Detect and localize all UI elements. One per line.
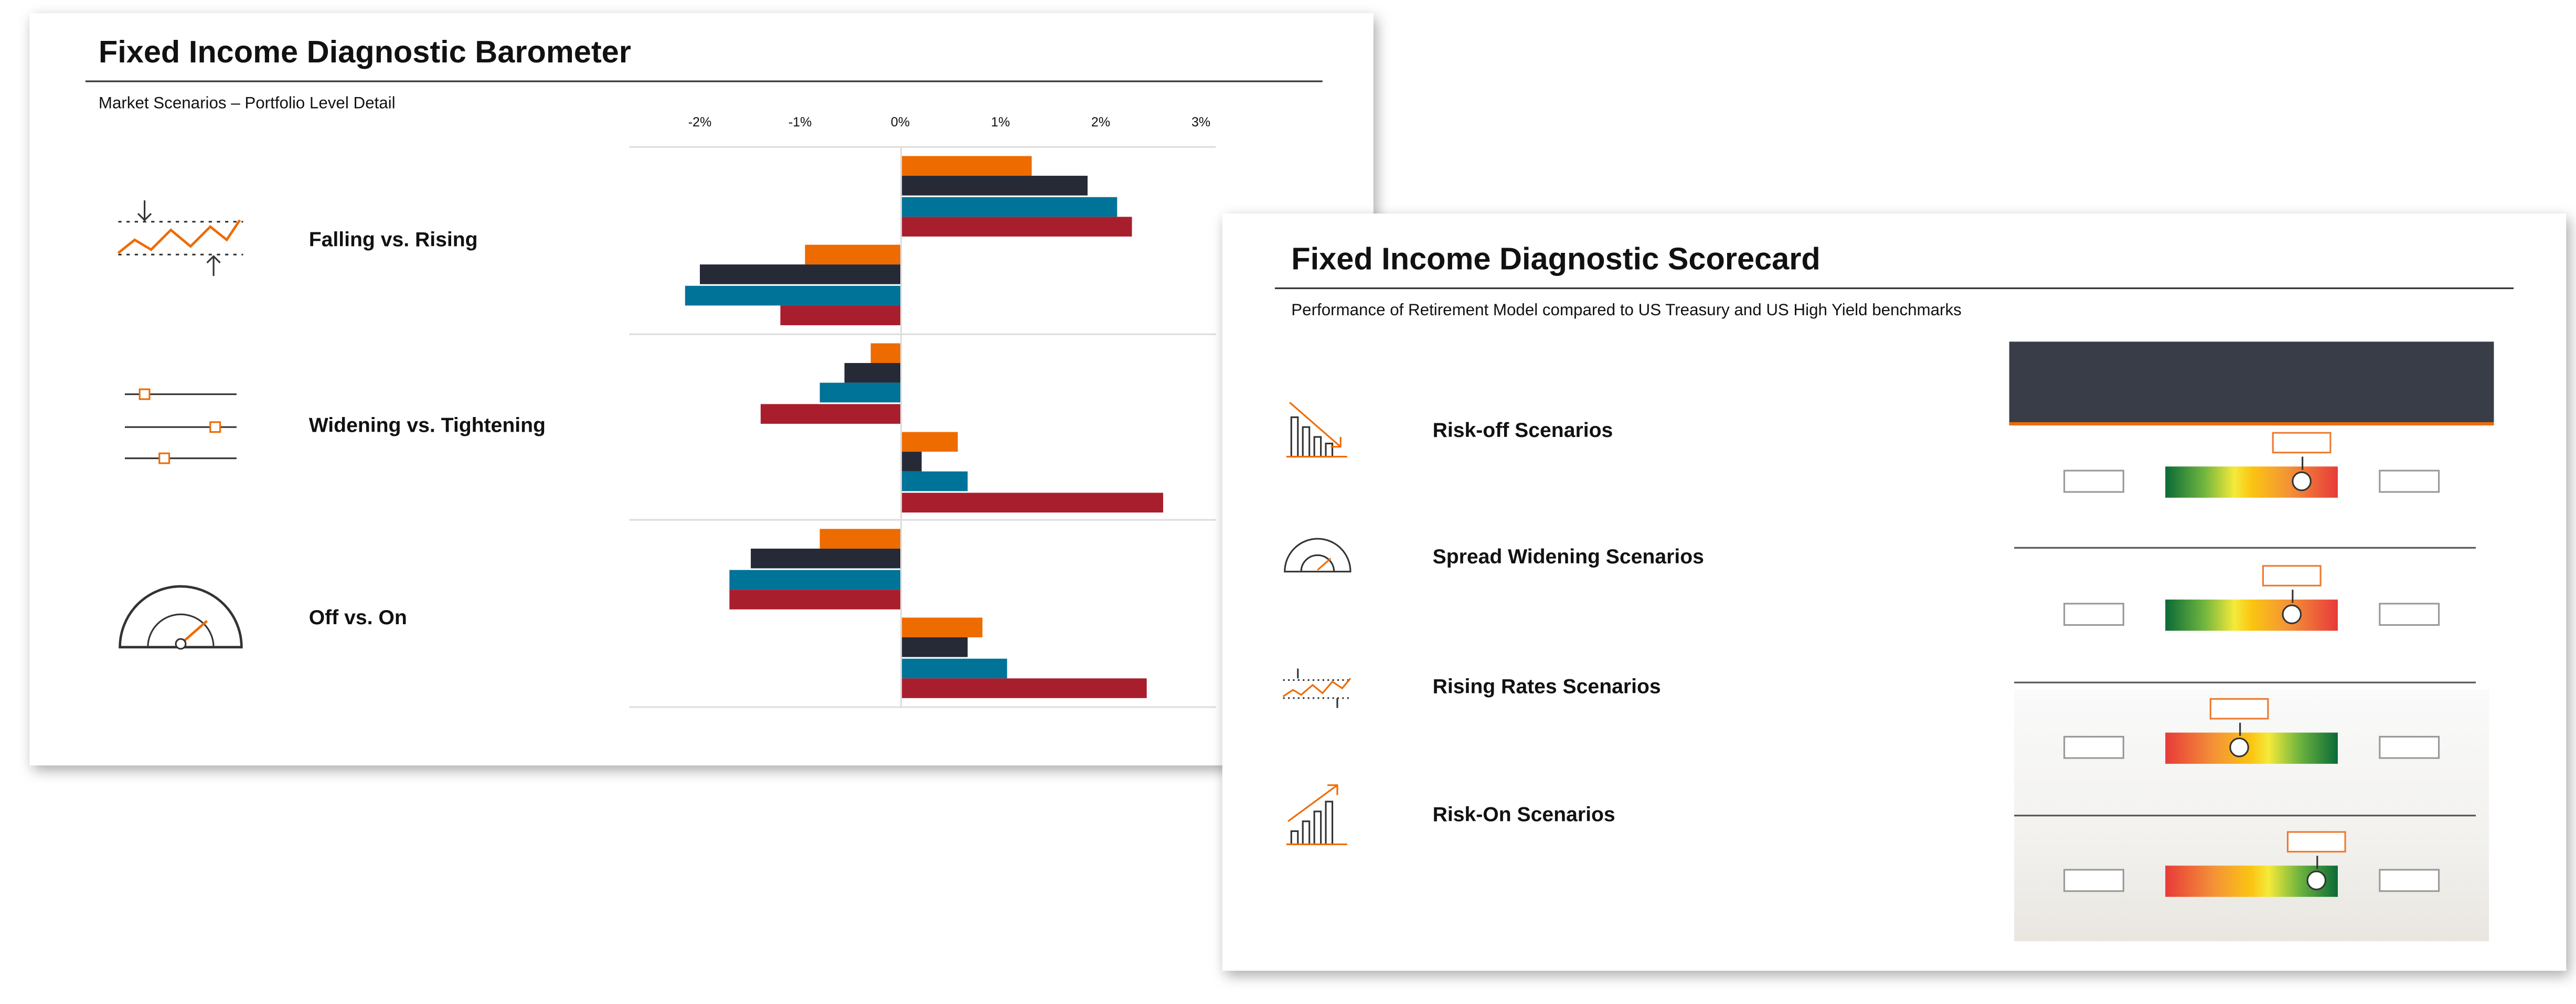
gauge-marker <box>2307 870 2327 891</box>
bar-rising-series-1 <box>805 244 900 265</box>
sliders-icon <box>124 388 237 464</box>
rates-zigzag-icon <box>1282 668 1353 708</box>
bar-chart-down-icon <box>1286 402 1347 458</box>
axis-tick-label: 2% <box>1091 115 1111 130</box>
row-label-falling-rising: Falling vs. Rising <box>308 228 478 252</box>
axis-tick-label: -2% <box>688 115 712 130</box>
bar-on-series-1 <box>902 617 982 637</box>
bar-widening-series-1 <box>870 342 900 362</box>
score-gauge-bar <box>2165 590 2338 631</box>
bar-chart-up-icon <box>1286 784 1347 846</box>
bar-tightening-series-2 <box>902 451 922 472</box>
bar-falling-series-1 <box>902 156 1032 176</box>
benchmark-box-left <box>2063 735 2124 759</box>
benchmark-box-right <box>2379 735 2440 759</box>
title-divider <box>85 80 1323 82</box>
benchmark-box-left <box>2063 469 2124 493</box>
marker-stem <box>2301 456 2304 470</box>
bar-rising-series-2 <box>699 265 901 285</box>
bar-falling-series-3 <box>902 197 1117 217</box>
title-divider <box>1274 287 2514 290</box>
gridline <box>629 146 1216 148</box>
bar-tightening-series-1 <box>902 431 957 451</box>
marker-stem <box>2291 590 2293 603</box>
bar-off-series-4 <box>730 590 900 610</box>
gauge-marker <box>2229 737 2250 757</box>
barometer-slide: Fixed Income Diagnostic Barometer Market… <box>29 13 1374 766</box>
scorecard-row-label: Rising Rates Scenarios <box>1432 675 1661 698</box>
bar-widening-series-3 <box>820 383 900 403</box>
rates-zigzag-icon <box>117 200 243 276</box>
score-gauge-bar <box>2165 856 2338 897</box>
benchmark-box-right <box>2379 469 2440 493</box>
scorecard-row-label: Risk-On Scenarios <box>1432 803 1615 827</box>
scorecard-title: Fixed Income Diagnostic Scorecard <box>1291 243 1821 278</box>
benchmark-box-left <box>2063 869 2124 892</box>
scorecard-header-bar <box>2009 341 2494 426</box>
bar-on-series-4 <box>902 678 1148 699</box>
bar-widening-series-2 <box>845 362 900 383</box>
row-divider <box>2014 547 2476 549</box>
row-divider <box>2014 681 2476 683</box>
bar-falling-series-2 <box>902 176 1088 196</box>
bar-off-series-3 <box>730 569 900 590</box>
barometer-subtitle: Market Scenarios – Portfolio Level Detai… <box>98 95 396 114</box>
bar-off-series-1 <box>820 529 900 549</box>
marker-stem <box>2317 856 2319 869</box>
bar-rising-series-3 <box>685 285 900 305</box>
bar-on-series-2 <box>902 638 967 658</box>
zero-line <box>900 146 902 706</box>
row-label-widening-tightening: Widening vs. Tightening <box>308 414 546 437</box>
value-callout-box <box>2272 432 2332 454</box>
bar-rising-series-4 <box>780 306 900 326</box>
bar-tightening-series-3 <box>902 472 967 492</box>
benchmark-box-right <box>2379 869 2440 892</box>
scorecard-row-label: Spread Widening Scenarios <box>1432 545 1704 569</box>
benchmark-box-right <box>2379 603 2440 626</box>
benchmark-box-left <box>2063 603 2124 626</box>
score-gauge-bar <box>2165 722 2338 764</box>
bar-falling-series-4 <box>902 217 1133 237</box>
score-gauge-bar <box>2165 456 2338 498</box>
scorecard-subtitle: Performance of Retirement Model compared… <box>1291 302 1962 321</box>
gauge-marker <box>2281 604 2301 624</box>
bar-off-series-2 <box>750 549 901 569</box>
value-callout-box <box>2287 831 2347 853</box>
value-callout-box <box>2210 698 2269 720</box>
barometer-title: Fixed Income Diagnostic Barometer <box>98 36 631 71</box>
scorecard-row-label: Risk-off Scenarios <box>1432 419 1613 442</box>
gauge-icon <box>1284 538 1351 573</box>
bar-widening-series-4 <box>760 403 900 423</box>
gridline <box>629 519 1216 521</box>
axis-tick-label: 1% <box>991 115 1010 130</box>
gridline <box>629 333 1216 335</box>
gridline <box>629 705 1216 708</box>
axis-tick-label: 3% <box>1191 115 1211 130</box>
value-callout-box <box>2261 565 2321 586</box>
axis-tick-label: -1% <box>788 115 812 130</box>
row-divider <box>2014 815 2476 817</box>
gauge-icon <box>119 585 243 650</box>
row-label-off-on: Off vs. On <box>308 606 407 629</box>
scorecard-slide: Fixed Income Diagnostic Scorecard Perfor… <box>1222 213 2567 971</box>
marker-stem <box>2239 722 2241 736</box>
axis-tick-label: 0% <box>890 115 910 130</box>
bar-tightening-series-4 <box>902 492 1163 512</box>
bar-on-series-3 <box>902 658 1007 678</box>
gauge-marker <box>2292 471 2312 492</box>
